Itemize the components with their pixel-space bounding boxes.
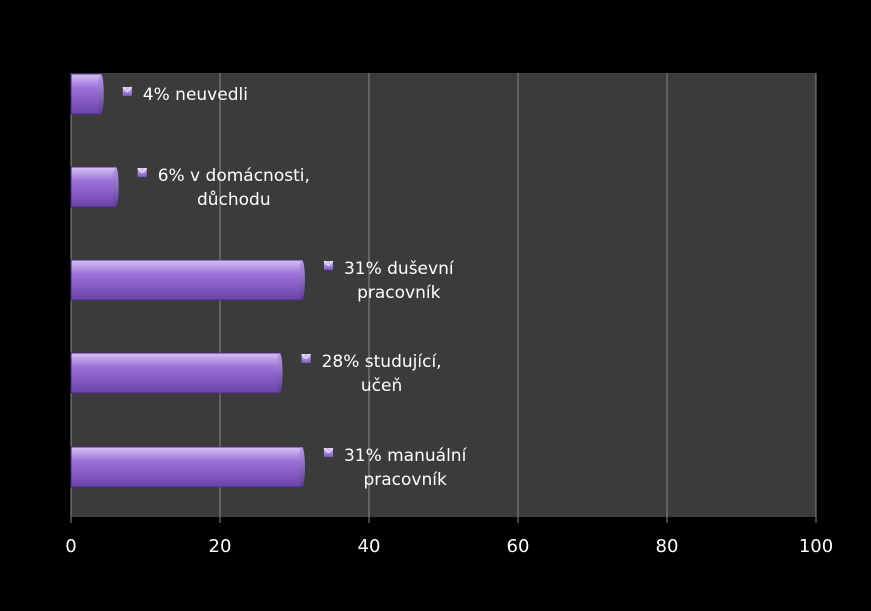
bar-0	[70, 73, 104, 115]
bar-end-cap	[112, 167, 119, 207]
bar-body	[71, 353, 280, 393]
data-label-line: 31% manuální	[344, 446, 468, 466]
bar-body	[71, 260, 302, 300]
data-label-3: 28% studující, učeň	[301, 352, 442, 396]
x-tick-label-0: 0	[65, 536, 76, 557]
bar-body	[71, 447, 302, 487]
x-tick-label-80: 80	[656, 536, 679, 557]
data-label-1: 6% v domácnosti, důchodu	[137, 166, 310, 210]
x-tick-label-20: 20	[209, 536, 232, 557]
legend-marker-highlight	[323, 260, 334, 267]
data-label-line: důchodu	[197, 190, 271, 210]
data-label-line: 6% v domácnosti,	[158, 166, 310, 186]
bar-2	[70, 259, 305, 301]
legend-marker-highlight	[323, 447, 334, 454]
data-label-4: 31% manuální pracovník	[323, 446, 468, 490]
bar-3	[70, 352, 283, 394]
legend-marker-highlight	[137, 167, 148, 174]
bar-end-cap	[276, 353, 283, 393]
legend-marker-highlight	[301, 353, 311, 360]
bar-1	[70, 166, 119, 208]
data-label-line: 28% studující,	[322, 352, 442, 372]
data-label-line: učeň	[361, 376, 402, 396]
data-label-line: 4% neuvedli	[143, 85, 248, 105]
bar-end-cap	[298, 260, 305, 300]
data-label-line: pracovník	[357, 283, 441, 303]
x-tick-label-100: 100	[799, 536, 833, 557]
x-tick-label-40: 40	[358, 536, 381, 557]
data-label-2: 31% duševní pracovník	[323, 259, 455, 303]
bar-4	[70, 446, 305, 488]
data-label-line: 31% duševní	[344, 259, 455, 279]
bar-end-cap	[97, 74, 104, 114]
bar-end-cap	[298, 447, 305, 487]
data-label-0: 4% neuvedli	[122, 85, 248, 105]
x-tick-label-60: 60	[507, 536, 530, 557]
data-label-line: pracovník	[363, 470, 447, 490]
bar-body	[71, 167, 116, 207]
legend-marker-highlight	[122, 86, 133, 93]
bar-body	[71, 74, 101, 114]
